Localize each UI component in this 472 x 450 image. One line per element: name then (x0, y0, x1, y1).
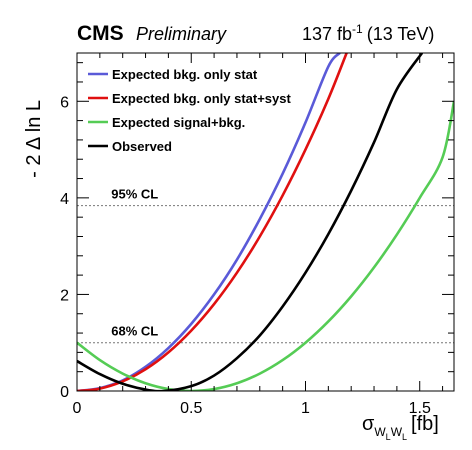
x-axis-sigma: σ (362, 413, 375, 435)
legend: Expected bkg. only stat Expected bkg. onl… (88, 67, 291, 154)
lumi-energy: (13 TeV) (367, 24, 435, 44)
y-tick-label: 2 (60, 287, 69, 304)
x-tick-label: 1 (301, 400, 310, 417)
x-axis-sub-w2: W (391, 425, 403, 439)
series-line-expected-signal-bkg (77, 101, 454, 391)
series-line-expected-bkg-only-stat-syst (77, 53, 348, 391)
x-axis-title: σWLWL[fb] (362, 413, 439, 442)
legend-label-expected-signal-bkg: Expected signal+bkg. (112, 115, 245, 130)
y-tick-label: 4 (60, 191, 69, 208)
axis-ticks: 0 0.5 1 1.5 0 2 4 6 (60, 53, 454, 417)
y-tick-label: 0 (60, 384, 69, 401)
plot-frame (76, 52, 455, 392)
y-tick-label: 6 (60, 94, 69, 111)
x-tick-label: 0 (73, 400, 82, 417)
curves (77, 53, 454, 391)
ref-label-68-cl: 68% CL (111, 324, 158, 339)
x-axis-subsub-l1: L (386, 432, 391, 442)
y-axis-title: - 2 Δ ln L (23, 100, 45, 178)
legend-label-expected-bkg-only-stat-syst: Expected bkg. only stat+syst (112, 91, 291, 106)
lumi-value: 137 fb (302, 24, 352, 44)
status-label: Preliminary (136, 24, 227, 44)
x-axis-subsub-l2: L (402, 432, 407, 442)
x-axis-unit: [fb] (411, 413, 439, 435)
series-line-observed (77, 53, 424, 391)
ref-label-95-cl: 95% CL (111, 187, 158, 202)
x-axis-sub-w1: W (374, 425, 386, 439)
x-tick-label: 1.5 (409, 400, 431, 417)
lumi-exponent: -1 (352, 22, 363, 36)
experiment-label: CMS (77, 22, 124, 45)
lumi-label: 137 fb-1 (13 TeV) (302, 22, 434, 44)
legend-label-expected-bkg-only-stat: Expected bkg. only stat (112, 67, 258, 82)
legend-label-observed: Observed (112, 139, 172, 154)
x-tick-label: 0.5 (180, 400, 202, 417)
